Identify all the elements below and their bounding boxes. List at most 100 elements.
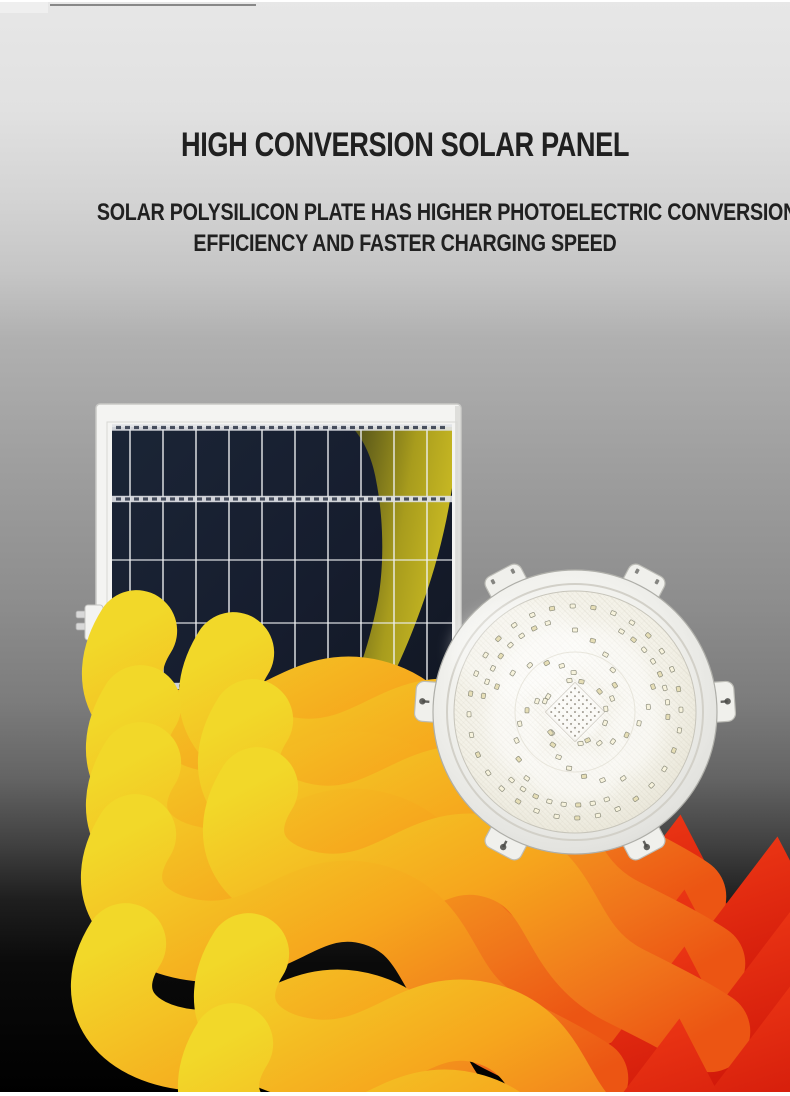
- center-dot: [558, 703, 561, 706]
- led-chip: [596, 688, 603, 695]
- busbar-dash: [431, 425, 436, 430]
- center-dot: [558, 718, 561, 721]
- top-white-edge: [0, 0, 790, 2]
- center-dot: [589, 703, 592, 706]
- busbar-dash: [260, 497, 265, 501]
- led-chip: [661, 765, 668, 773]
- led-chip: [640, 646, 648, 654]
- busbar-dash: [377, 425, 382, 430]
- busbar-dash: [332, 497, 337, 501]
- center-dot: [566, 726, 569, 729]
- led-chip: [466, 711, 472, 718]
- center-dot: [585, 714, 588, 717]
- lens-petal-highlight: [571, 626, 653, 696]
- busbar-dash: [341, 497, 346, 501]
- center-dot: [577, 691, 580, 694]
- center-dot: [566, 695, 569, 698]
- busbar-dash: [197, 684, 202, 688]
- center-dot: [593, 707, 596, 710]
- busbar-dash: [233, 497, 238, 501]
- led-chip: [632, 795, 640, 802]
- center-dot: [566, 718, 569, 721]
- led-chip: [494, 683, 500, 690]
- busbar-dash: [323, 425, 328, 430]
- tab-notch: [654, 579, 660, 585]
- busbar-dash: [242, 497, 247, 501]
- tab-notch: [634, 568, 640, 574]
- center-square-outline: [544, 681, 606, 743]
- led-chip: [603, 796, 611, 803]
- center-dot: [581, 703, 584, 706]
- busbar-dash: [386, 497, 391, 501]
- busbar-dash: [359, 425, 364, 430]
- busbar-dash: [170, 684, 175, 688]
- busbar-dash: [161, 497, 166, 501]
- led-chip: [577, 740, 584, 747]
- led-chip: [529, 612, 536, 618]
- tab-keyhole-slot: [720, 700, 728, 704]
- led-chip: [524, 707, 530, 714]
- busbar-dash: [206, 497, 211, 501]
- tab-keyhole-slot: [422, 700, 430, 704]
- busbar-dash: [134, 497, 139, 501]
- center-dot: [554, 714, 557, 717]
- busbar-dash: [377, 497, 382, 501]
- center-dot: [597, 711, 600, 713]
- led-chip: [513, 737, 520, 744]
- busbar-dash: [404, 425, 409, 430]
- busbar-dash: [143, 425, 148, 430]
- led-chip: [526, 662, 534, 669]
- led-chip: [566, 765, 573, 771]
- page-title: HIGH CONVERSION SOLAR PANEL: [180, 126, 630, 164]
- led-chip: [665, 713, 671, 720]
- led-chip: [482, 651, 489, 659]
- led-chip: [574, 815, 581, 821]
- led-chip: [594, 812, 602, 819]
- center-dot: [585, 722, 588, 725]
- led-chip: [572, 627, 578, 633]
- led-chip: [602, 719, 608, 727]
- led-chip: [514, 798, 522, 805]
- busbar-dash: [170, 425, 175, 430]
- led-chip: [578, 678, 585, 685]
- panel-glare-reflection: [291, 427, 452, 790]
- center-dot-grid: [550, 687, 600, 737]
- led-chip: [650, 683, 656, 690]
- center-dot: [577, 707, 580, 710]
- busbar-dash: [314, 425, 319, 430]
- led-chip: [636, 720, 642, 727]
- led-chip: [649, 658, 657, 665]
- led-chip: [534, 697, 540, 705]
- busbar-dash: [440, 497, 445, 501]
- center-dot: [562, 699, 565, 702]
- led-chip: [596, 739, 603, 747]
- led-chip: [611, 681, 618, 689]
- center-dot: [589, 718, 592, 721]
- center-dot: [577, 722, 580, 725]
- busbar-dash: [422, 497, 427, 501]
- busbar-dash: [368, 497, 373, 501]
- busbar-dash: [251, 497, 256, 501]
- led-chip: [645, 632, 652, 639]
- bottom-white-edge: [0, 1092, 790, 1096]
- led-chip: [645, 703, 651, 710]
- led-chip: [599, 777, 606, 784]
- led-chip: [515, 755, 522, 763]
- busbar-dash: [296, 497, 301, 501]
- led-chip: [542, 697, 548, 705]
- led-chip: [530, 625, 538, 632]
- busbar-dash: [188, 684, 193, 688]
- center-dot: [570, 714, 573, 717]
- busbar-dash: [287, 425, 292, 430]
- center-dot: [577, 699, 580, 702]
- center-dot: [577, 730, 580, 733]
- led-chip: [569, 603, 576, 609]
- led-chip: [475, 751, 481, 758]
- busbar-dash: [314, 497, 319, 501]
- busbar-dash: [215, 425, 220, 430]
- center-dot: [566, 703, 569, 706]
- busbar-dash: [278, 497, 283, 501]
- led-chip: [575, 802, 582, 808]
